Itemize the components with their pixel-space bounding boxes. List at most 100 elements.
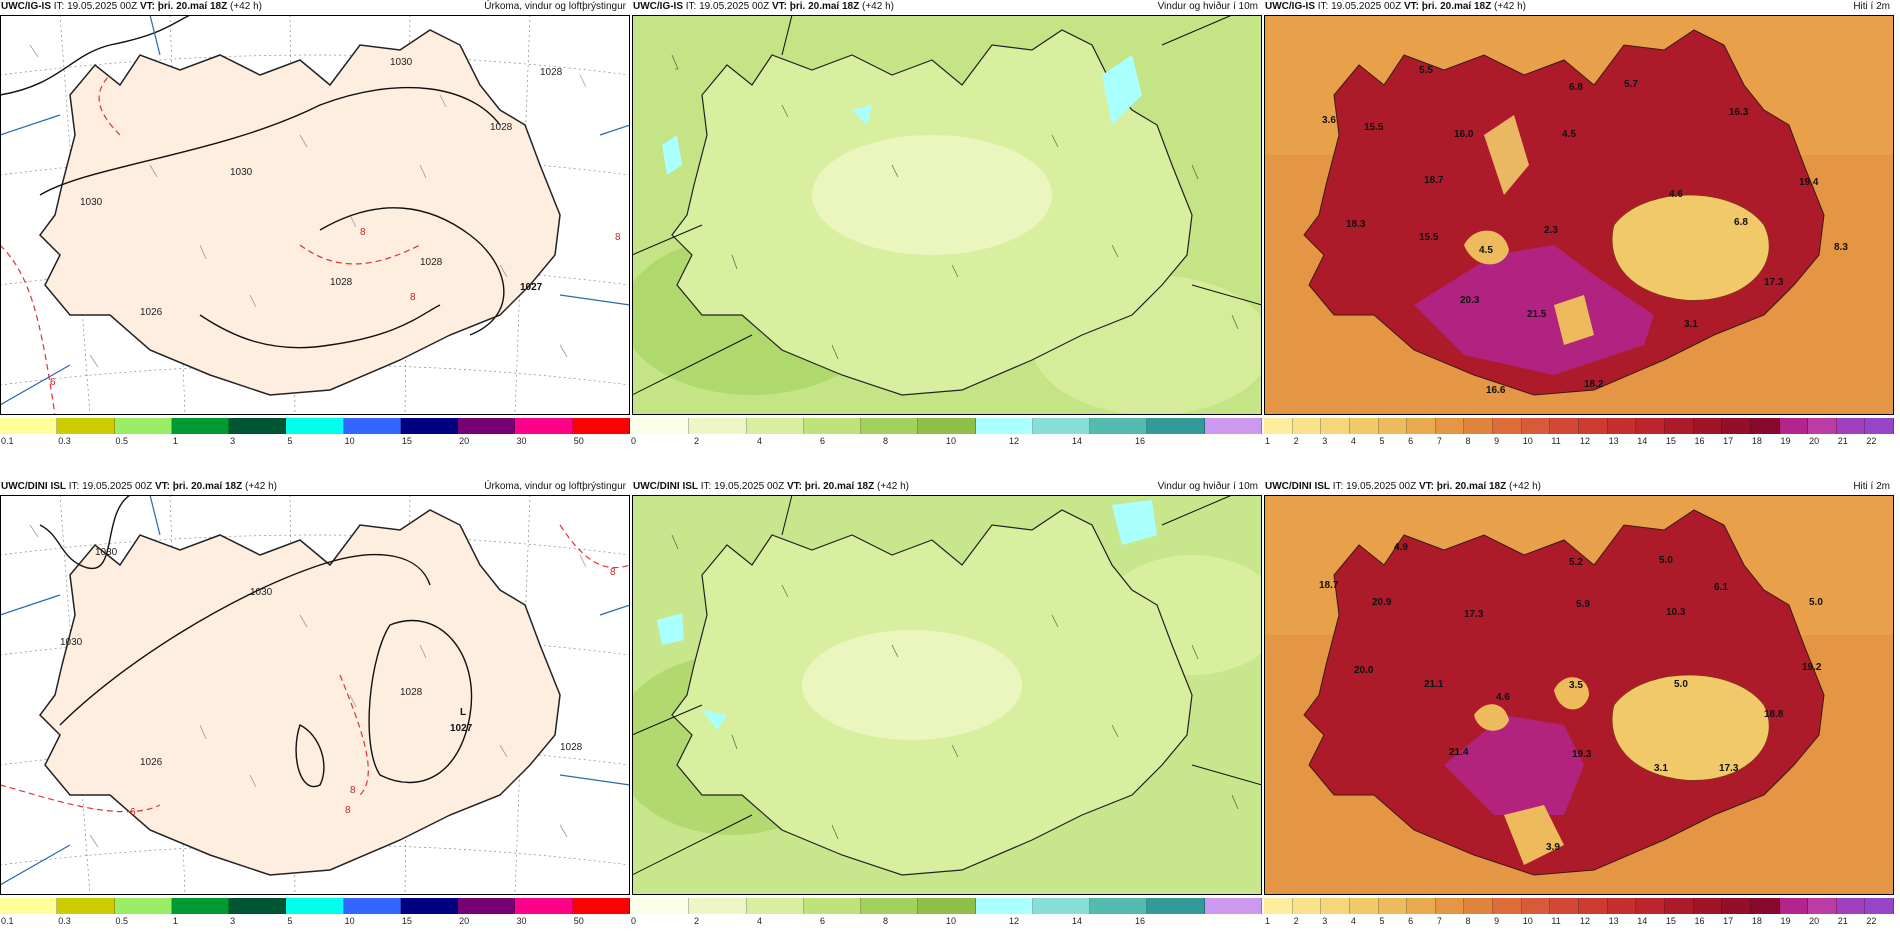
colorbar-swatch (975, 898, 1033, 914)
colorbar-swatch (1808, 898, 1837, 914)
temperature-colorbar (1264, 418, 1895, 434)
colorbar-tick-label: 0 (631, 916, 637, 926)
colorbar-tick-label: 9 (1494, 916, 1500, 926)
init-time: IT: 19.05.2025 00Z (1332, 481, 1417, 492)
colorbar-tick-label: 9 (1494, 436, 1500, 446)
valid-time: VT: þri. 20.maí 18Z (1403, 1, 1492, 12)
colorbar-tick-label: 3 (1322, 436, 1328, 446)
colorbar-tick-label: 14 (1072, 916, 1083, 926)
isobar-label: 1030 (60, 637, 83, 648)
colorbar-tick-label: 20 (1809, 916, 1820, 926)
colorbar-swatch (229, 898, 287, 914)
colorbar-swatch (1779, 418, 1809, 434)
temperature-label: 19.4 (1799, 177, 1819, 188)
pressure-symbol: L (460, 707, 466, 718)
colorbar-swatch (0, 418, 58, 434)
colorbar-swatch (572, 898, 630, 914)
colorbar-swatch (803, 418, 862, 434)
temperature-label: 18.8 (1764, 709, 1784, 720)
colorbar-tick-label: 15 (401, 436, 412, 446)
colorbar-tick-label: 12 (1580, 436, 1591, 446)
colorbar-tick-label: 16 (1135, 436, 1146, 446)
temperature-label: 3.9 (1546, 842, 1560, 853)
temperature-colorbar-ticks: 1 2 3 4 5 6 7 8 9 10 11 12 13 14 15 16 17 18 19 20 21 22 (1264, 436, 1894, 448)
colorbar-tick-label: 12 (1009, 916, 1020, 926)
colorbar-swatch (1264, 418, 1293, 434)
temperature-label: 15.5 (1364, 122, 1384, 133)
panel-title-bar: UWC/DINI ISL IT: 19.05.2025 00Z VT: þri.… (1, 480, 629, 494)
temperature-label: 17.3 (1719, 763, 1739, 774)
colorbar-swatch (286, 898, 344, 914)
colorbar-swatch (803, 898, 862, 914)
temperature-label: 3.1 (1654, 763, 1668, 774)
pressure-center-value: 1027 (520, 282, 543, 293)
colorbar-swatch (1407, 418, 1436, 434)
colorbar-swatch (1521, 418, 1551, 434)
isobar-label: 1028 (560, 742, 583, 753)
colorbar-swatch (57, 898, 115, 914)
panel-title: Vindur og hviður í 10m (1157, 481, 1258, 492)
temperature-label: 18.7 (1424, 175, 1444, 186)
colorbar-tick-label: 16 (1694, 436, 1705, 446)
colorbar-swatch (1090, 898, 1148, 914)
colorbar-swatch (1204, 898, 1262, 914)
colorbar-swatch (1090, 418, 1148, 434)
colorbar-swatch (1321, 898, 1350, 914)
colorbar-tick-label: 50 (573, 916, 584, 926)
colorbar-tick-label: 2 (694, 436, 700, 446)
temperature-label: 20.9 (1372, 597, 1392, 608)
temperature-label: 17.3 (1464, 609, 1484, 620)
colorbar-tick-label: 5 (287, 916, 293, 926)
model-name: UWC/DINI ISL (1, 481, 66, 492)
temperature-label: 6.1 (1714, 582, 1728, 593)
colorbar-swatch (1292, 898, 1322, 914)
temperature-label: 5.7 (1624, 79, 1638, 90)
temperature-label: 8.3 (1834, 242, 1848, 253)
model-name: UWC/DINI ISL (1265, 481, 1330, 492)
colorbar-tick-label: 3 (230, 436, 236, 446)
valid-time: VT: þri. 20.maí 18Z (771, 1, 860, 12)
temperature-label: 18.3 (1346, 219, 1366, 230)
colorbar-swatch (861, 418, 919, 434)
init-time: IT: 19.05.2025 00Z (53, 1, 138, 12)
isobar-label: 1028 (330, 277, 353, 288)
colorbar-tick-label: 10 (344, 436, 355, 446)
panel-title-bar: UWC/IG-IS IT: 19.05.2025 00Z VT: þri. 20… (1265, 0, 1893, 14)
colorbar-swatch (0, 898, 58, 914)
colorbar-swatch (1378, 418, 1408, 434)
init-time: IT: 19.05.2025 00Z (700, 481, 785, 492)
colorbar-tick-label: 30 (516, 916, 527, 926)
temperature-label: 5.0 (1674, 679, 1688, 690)
wind-colorbar-ticks: 0 2 4 6 8 10 12 14 16 (631, 916, 1262, 928)
colorbar-tick-label: 5 (1379, 436, 1385, 446)
temperature-label: 19.3 (1572, 749, 1592, 760)
temperature-label: 5.9 (1576, 599, 1590, 610)
precip-contour-label: 6 (50, 377, 56, 388)
colorbar-swatch (1722, 898, 1751, 914)
colorbar-tick-label: 0 (631, 436, 637, 446)
wind-colorbar (632, 418, 1262, 434)
precip-contour-label: 6 (130, 807, 136, 818)
colorbar-swatch (1435, 898, 1465, 914)
temperature-label: 16.0 (1454, 129, 1474, 140)
isobar-label: 1026 (140, 757, 163, 768)
temperature-label: 4.5 (1479, 245, 1493, 256)
colorbar-tick-label: 21 (1837, 916, 1848, 926)
colorbar-swatch (400, 898, 459, 914)
colorbar-tick-label: 5 (1379, 916, 1385, 926)
colorbar-tick-label: 14 (1637, 916, 1648, 926)
colorbar-swatch (1349, 418, 1379, 434)
colorbar-swatch (1435, 418, 1465, 434)
colorbar-tick-label: 0.3 (58, 916, 71, 926)
isobar-label: 1028 (540, 67, 563, 78)
colorbar-swatch (1636, 898, 1665, 914)
colorbar-tick-label: 17 (1723, 436, 1734, 446)
colorbar-swatch (918, 898, 976, 914)
colorbar-swatch (343, 418, 401, 434)
colorbar-swatch (861, 898, 919, 914)
colorbar-swatch (1550, 418, 1580, 434)
temperature-map: 5.5 6.8 5.7 3.6 15.5 16.0 4.5 16.3 18.7 … (1264, 15, 1894, 415)
colorbar-swatch (1750, 418, 1780, 434)
panel-wind-row2: UWC/DINI ISL IT: 19.05.2025 00Z VT: þri.… (631, 480, 1262, 935)
colorbar-tick-label: 1 (1265, 436, 1271, 446)
